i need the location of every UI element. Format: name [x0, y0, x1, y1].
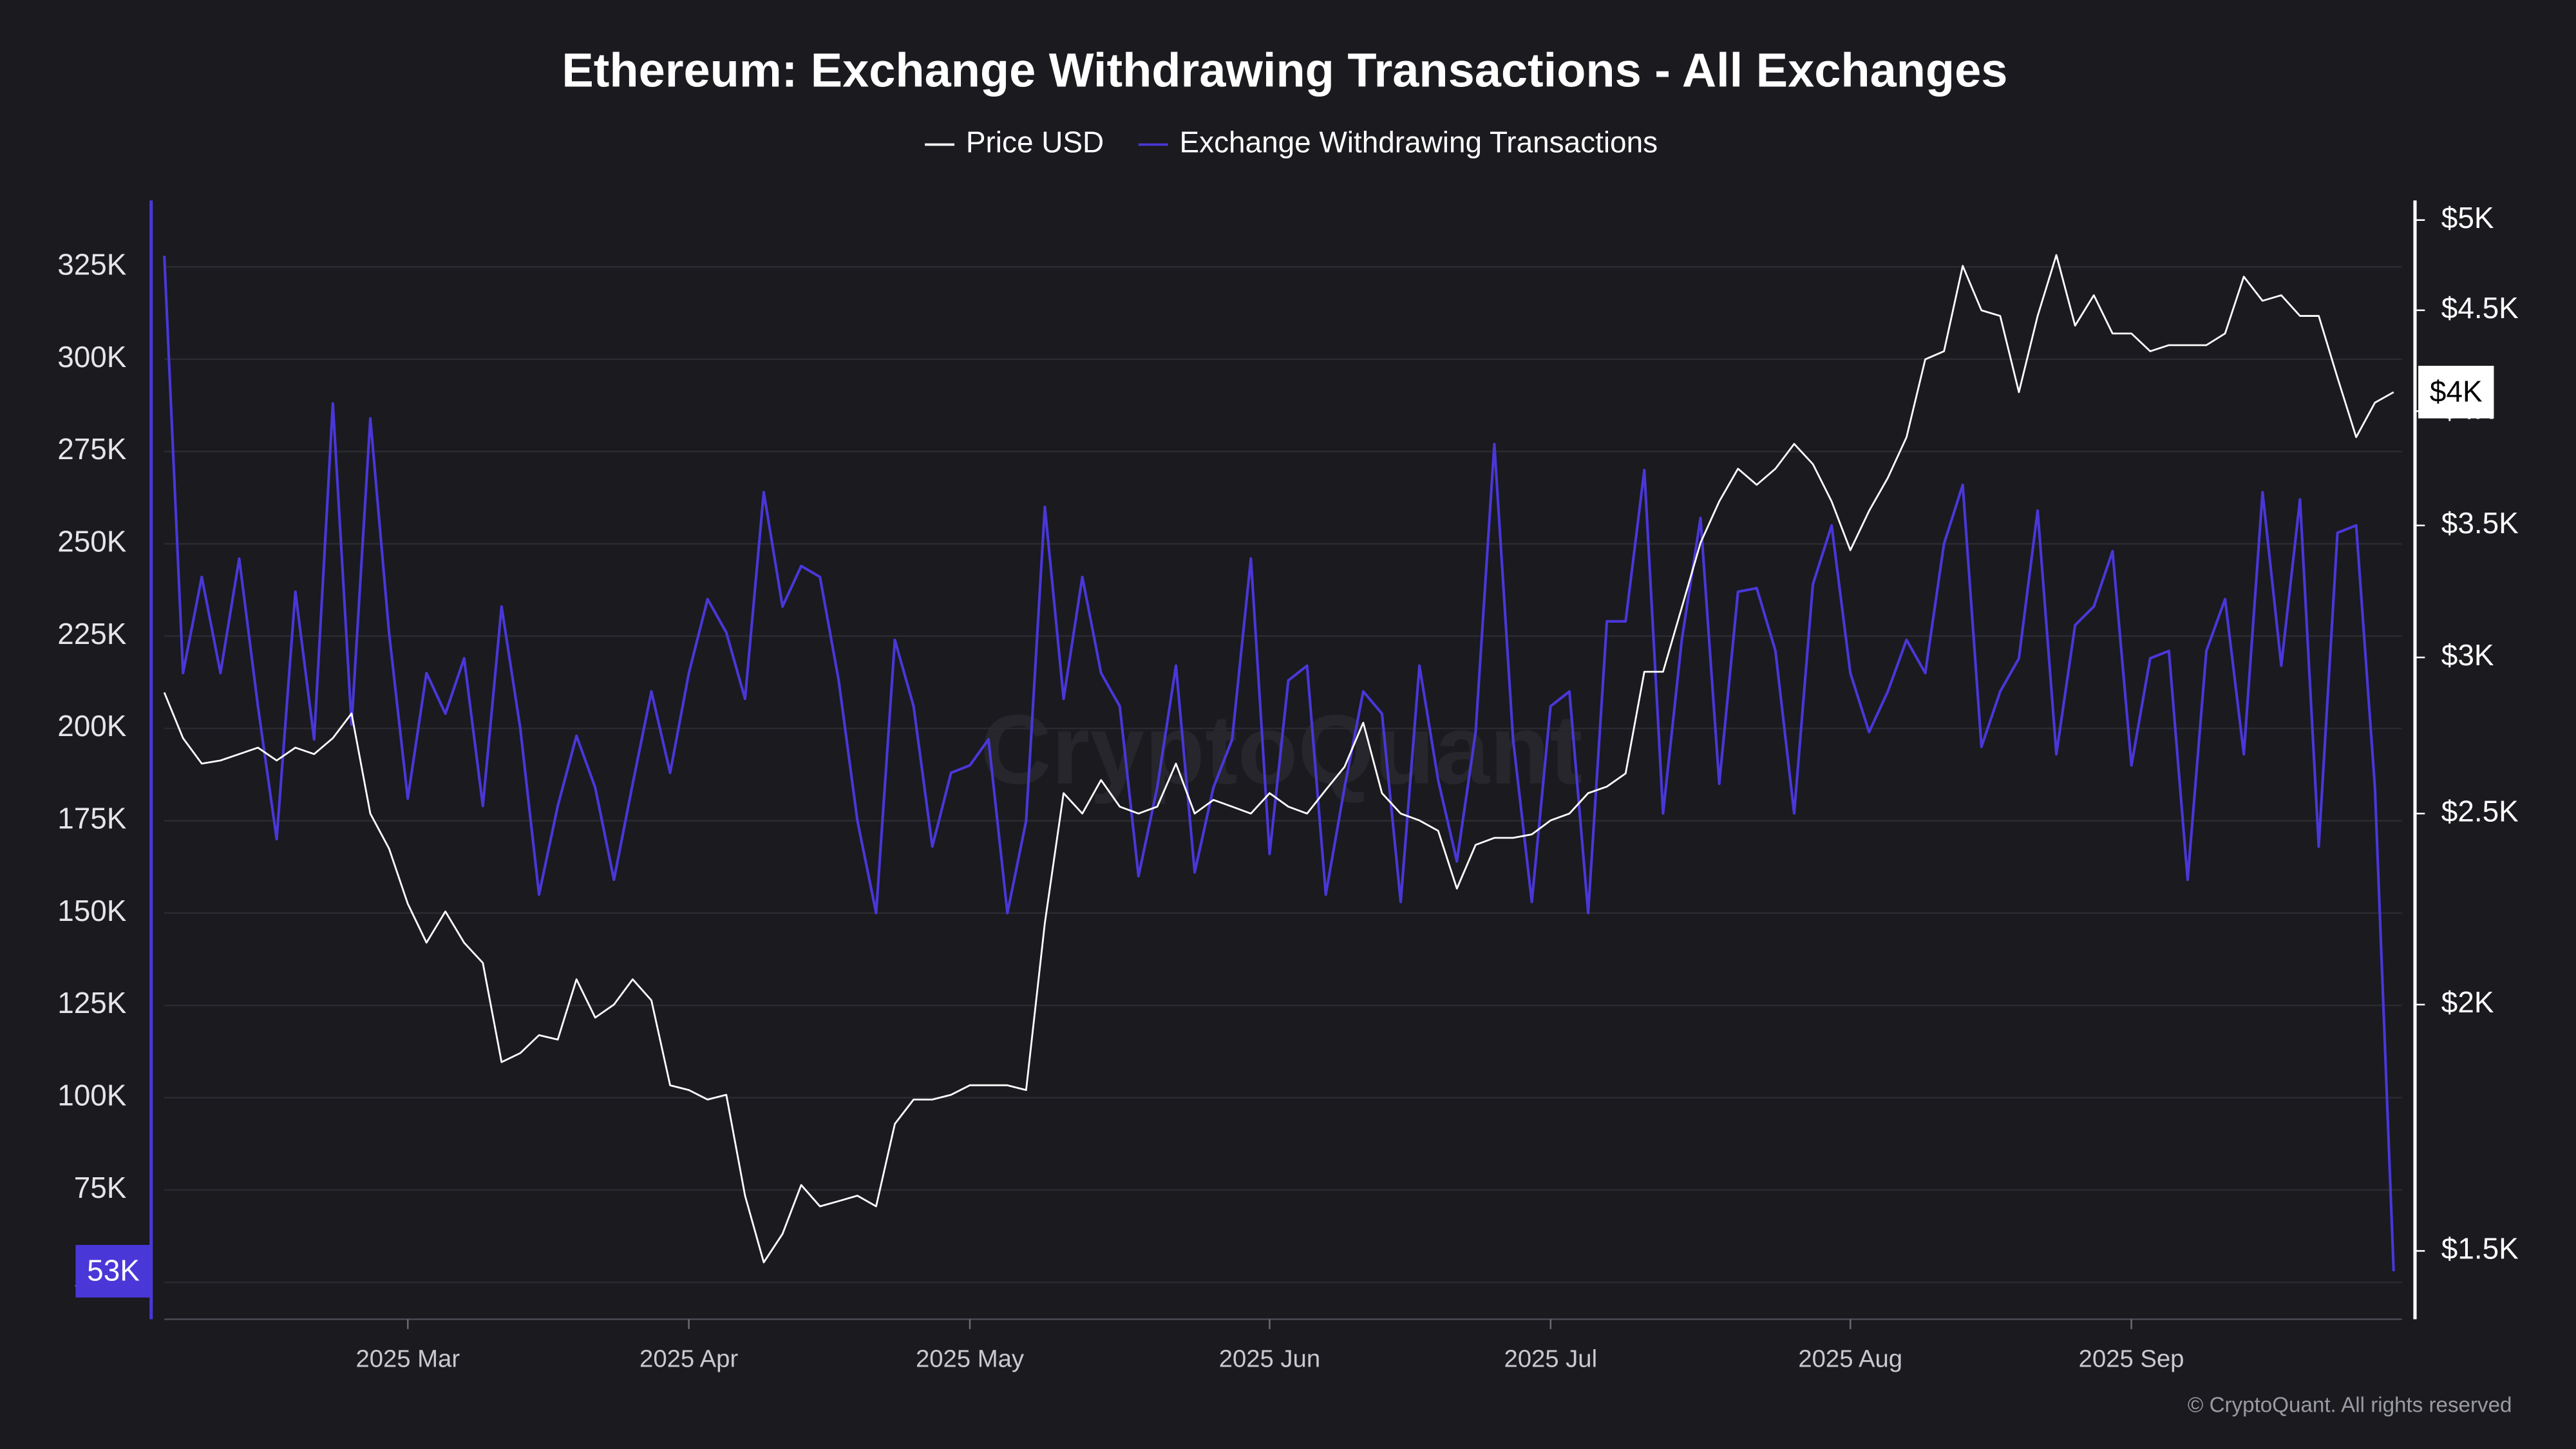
y-tick-label: 125K [57, 986, 127, 1019]
series-line [163, 256, 2395, 1272]
y-tick-label: 75K [74, 1171, 127, 1204]
y2-tick-label: $5K [2441, 201, 2494, 234]
x-tick-label: 2025 Aug [1798, 1345, 1902, 1372]
y-tick-label: 100K [57, 1079, 127, 1112]
last-value-badge [2418, 365, 2494, 419]
y2-tick-label: $3.5K [2441, 506, 2519, 540]
y-tick-label: 175K [57, 802, 127, 835]
y-tick-label: 150K [57, 894, 127, 927]
y-tick-label: 325K [57, 248, 127, 281]
last-value-label: 53K [87, 1254, 140, 1287]
y-tick-label: 200K [57, 709, 127, 743]
x-tick-label: 2025 Sep [2079, 1345, 2184, 1372]
legend: Price USD Exchange Withdrawing Transactio… [925, 126, 1658, 159]
y-tick-label: 225K [57, 617, 127, 650]
x-tick-label: 2025 Jun [1219, 1345, 1320, 1372]
y2-tick-label: $3K [2441, 638, 2494, 672]
y2-tick-label: $2.5K [2441, 794, 2519, 828]
last-value-label: $4K [2430, 374, 2483, 408]
y2-tick-label: $4.5K [2441, 291, 2519, 325]
legend-label: Exchange Withdrawing Transactions [1180, 126, 1658, 159]
y-tick-label: 300K [57, 340, 127, 374]
y-tick-label: 275K [57, 432, 127, 466]
last-value-badge [75, 1245, 151, 1298]
x-tick-label: 2025 May [916, 1345, 1025, 1372]
y-tick-label: 250K [57, 525, 127, 558]
x-tick-label: 2025 Jul [1504, 1345, 1597, 1372]
series-line [163, 254, 2394, 1264]
chart-title: Ethereum: Exchange Withdrawing Transacti… [562, 43, 2007, 97]
y2-tick-label: $1.5K [2441, 1232, 2519, 1265]
x-tick-label: 2025 Apr [639, 1345, 738, 1372]
footer: © CryptoQuant. All rights reserved [2188, 1393, 2512, 1417]
x-tick-label: 2025 Mar [355, 1345, 460, 1372]
y2-tick-label: $2K [2441, 985, 2494, 1019]
legend-label: Price USD [966, 126, 1104, 159]
